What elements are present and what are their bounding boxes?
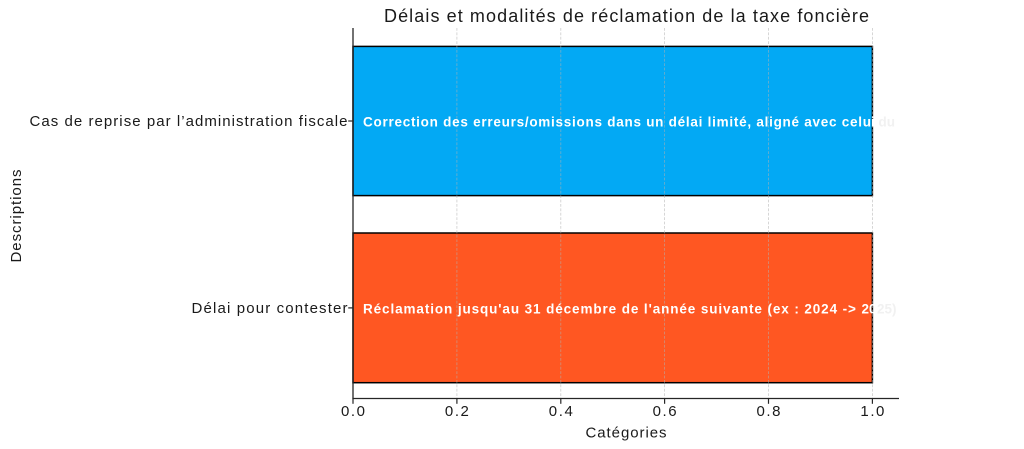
svg-text:Cas de reprise par l’administr: Cas de reprise par l’administration fisc… <box>30 113 348 130</box>
svg-text:0.0: 0.0 <box>341 403 365 420</box>
svg-text:0.6: 0.6 <box>653 403 677 420</box>
svg-text:Délais et modalités de réclama: Délais et modalités de réclamation de la… <box>384 6 869 26</box>
svg-text:25): 25) <box>877 301 897 316</box>
svg-text:Descriptions: Descriptions <box>8 170 25 263</box>
svg-text:0: 0 <box>869 301 877 316</box>
svg-text:Réclamation jusqu'au 31 décemb: Réclamation jusqu'au 31 décembre de l'an… <box>363 301 869 316</box>
svg-text:0.4: 0.4 <box>549 403 573 420</box>
svg-text:i: i <box>871 115 875 130</box>
svg-text:1.0: 1.0 <box>860 403 884 420</box>
svg-text:0.2: 0.2 <box>445 403 469 420</box>
svg-text:Catégories: Catégories <box>586 424 667 441</box>
svg-text:0.8: 0.8 <box>757 403 781 420</box>
svg-text:du: du <box>875 115 895 130</box>
svg-text:Délai pour contester: Délai pour contester <box>192 300 348 317</box>
svg-text:Correction des erreurs/omissio: Correction des erreurs/omissions dans un… <box>363 115 871 130</box>
